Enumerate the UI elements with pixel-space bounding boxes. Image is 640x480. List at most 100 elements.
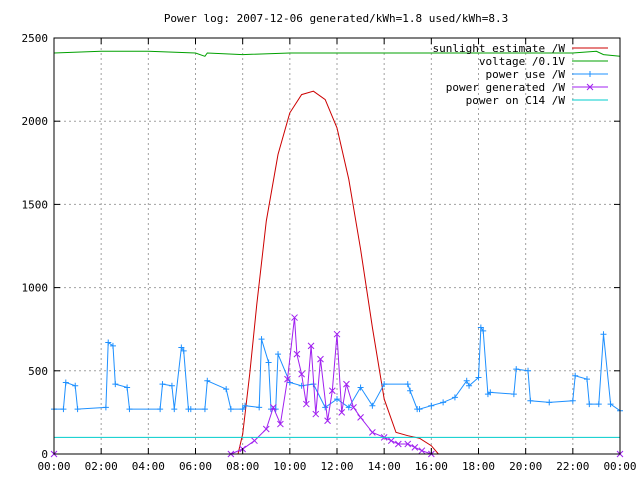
data-point <box>275 351 282 358</box>
x-tick-label: 14:00 <box>368 460 401 473</box>
data-point <box>269 404 277 411</box>
data-point <box>265 359 272 366</box>
x-tick-label: 18:00 <box>462 460 495 473</box>
legend-label: sunlight estimate /W <box>433 42 566 55</box>
legend-label: voltage /0.1V <box>479 55 565 68</box>
data-point <box>62 379 69 386</box>
data-point <box>74 406 81 413</box>
x-tick-label: 10:00 <box>273 460 306 473</box>
data-point <box>527 397 534 404</box>
data-point <box>204 377 211 384</box>
y-tick-label: 0 <box>41 448 48 461</box>
legend-marker <box>587 71 593 77</box>
data-point <box>256 404 263 411</box>
data-point <box>168 382 175 389</box>
data-point <box>312 410 320 418</box>
data-point <box>251 437 258 445</box>
data-point <box>404 440 412 448</box>
data-point <box>475 374 482 381</box>
data-point <box>286 379 293 386</box>
data-point <box>546 399 553 406</box>
data-point <box>322 404 329 411</box>
data-point <box>343 380 350 388</box>
x-tick-label: 20:00 <box>509 460 542 473</box>
data-point <box>328 387 336 395</box>
data-point <box>416 406 423 413</box>
data-point <box>586 401 593 408</box>
data-point <box>440 399 447 406</box>
data-point <box>525 367 532 374</box>
data-point <box>60 406 67 413</box>
series-line-voltage-0-1v <box>53 50 621 57</box>
data-point <box>262 425 270 433</box>
data-point <box>387 437 395 445</box>
x-tick-label: 02:00 <box>85 460 118 473</box>
data-point <box>277 420 284 428</box>
legend-label: power use /W <box>486 68 566 81</box>
data-point <box>302 400 310 408</box>
data-point <box>583 376 590 383</box>
x-tick-label: 16:00 <box>415 460 448 473</box>
data-point <box>572 372 579 379</box>
data-point <box>463 377 470 384</box>
data-point <box>242 402 249 409</box>
y-tick-label: 2500 <box>22 32 49 45</box>
y-tick-label: 1500 <box>22 198 49 211</box>
x-tick-label: 12:00 <box>320 460 353 473</box>
data-point <box>477 324 484 331</box>
data-point <box>595 401 602 408</box>
data-point <box>105 339 112 346</box>
data-point <box>317 355 324 363</box>
data-point <box>307 342 315 350</box>
data-point <box>466 382 473 389</box>
data-point <box>284 375 291 383</box>
axes: 00:00 02:00 04:00 06:00 08:00 10:00 12:00 14:00… <box>22 32 637 473</box>
data-point <box>258 336 265 343</box>
data-point <box>407 387 414 394</box>
data-point <box>223 386 230 393</box>
data-point <box>345 404 352 411</box>
data-point <box>324 417 331 425</box>
data-point <box>178 344 185 351</box>
legend-label: power generated /W <box>446 81 566 94</box>
data-point <box>357 414 364 421</box>
data-point <box>187 406 194 413</box>
data-point <box>513 366 520 373</box>
data-point <box>404 381 411 388</box>
data-point <box>157 406 164 413</box>
data-point <box>510 391 517 398</box>
data-point <box>126 406 133 413</box>
data-point <box>124 384 131 391</box>
data-point <box>600 331 607 338</box>
data-point <box>569 397 576 404</box>
data-point <box>291 314 298 321</box>
data-point <box>381 381 388 388</box>
series-voltage-0-1v <box>53 50 621 57</box>
data-point <box>607 401 614 408</box>
data-point <box>180 347 187 354</box>
chart-title: Power log: 2007-12-06 generated/kWh=1.8 … <box>164 12 508 25</box>
data-point <box>350 404 357 411</box>
data-point <box>333 330 341 338</box>
data-point <box>334 396 340 403</box>
data-point <box>480 327 487 334</box>
legend-label: power on C14 /W <box>466 94 566 107</box>
data-point <box>293 350 301 358</box>
data-point <box>227 406 234 413</box>
x-tick-label: 06:00 <box>179 460 212 473</box>
data-point <box>487 389 494 396</box>
legend-marker <box>586 83 594 91</box>
data-point <box>109 342 116 349</box>
data-point <box>411 443 419 451</box>
data-point <box>394 440 402 448</box>
y-tick-label: 1000 <box>22 282 49 295</box>
data-point <box>298 370 305 378</box>
data-point <box>357 384 364 391</box>
y-tick-label: 2000 <box>22 115 49 128</box>
data-point <box>418 447 426 455</box>
data-point <box>369 429 376 436</box>
x-tick-label: 00:00 <box>603 460 636 473</box>
